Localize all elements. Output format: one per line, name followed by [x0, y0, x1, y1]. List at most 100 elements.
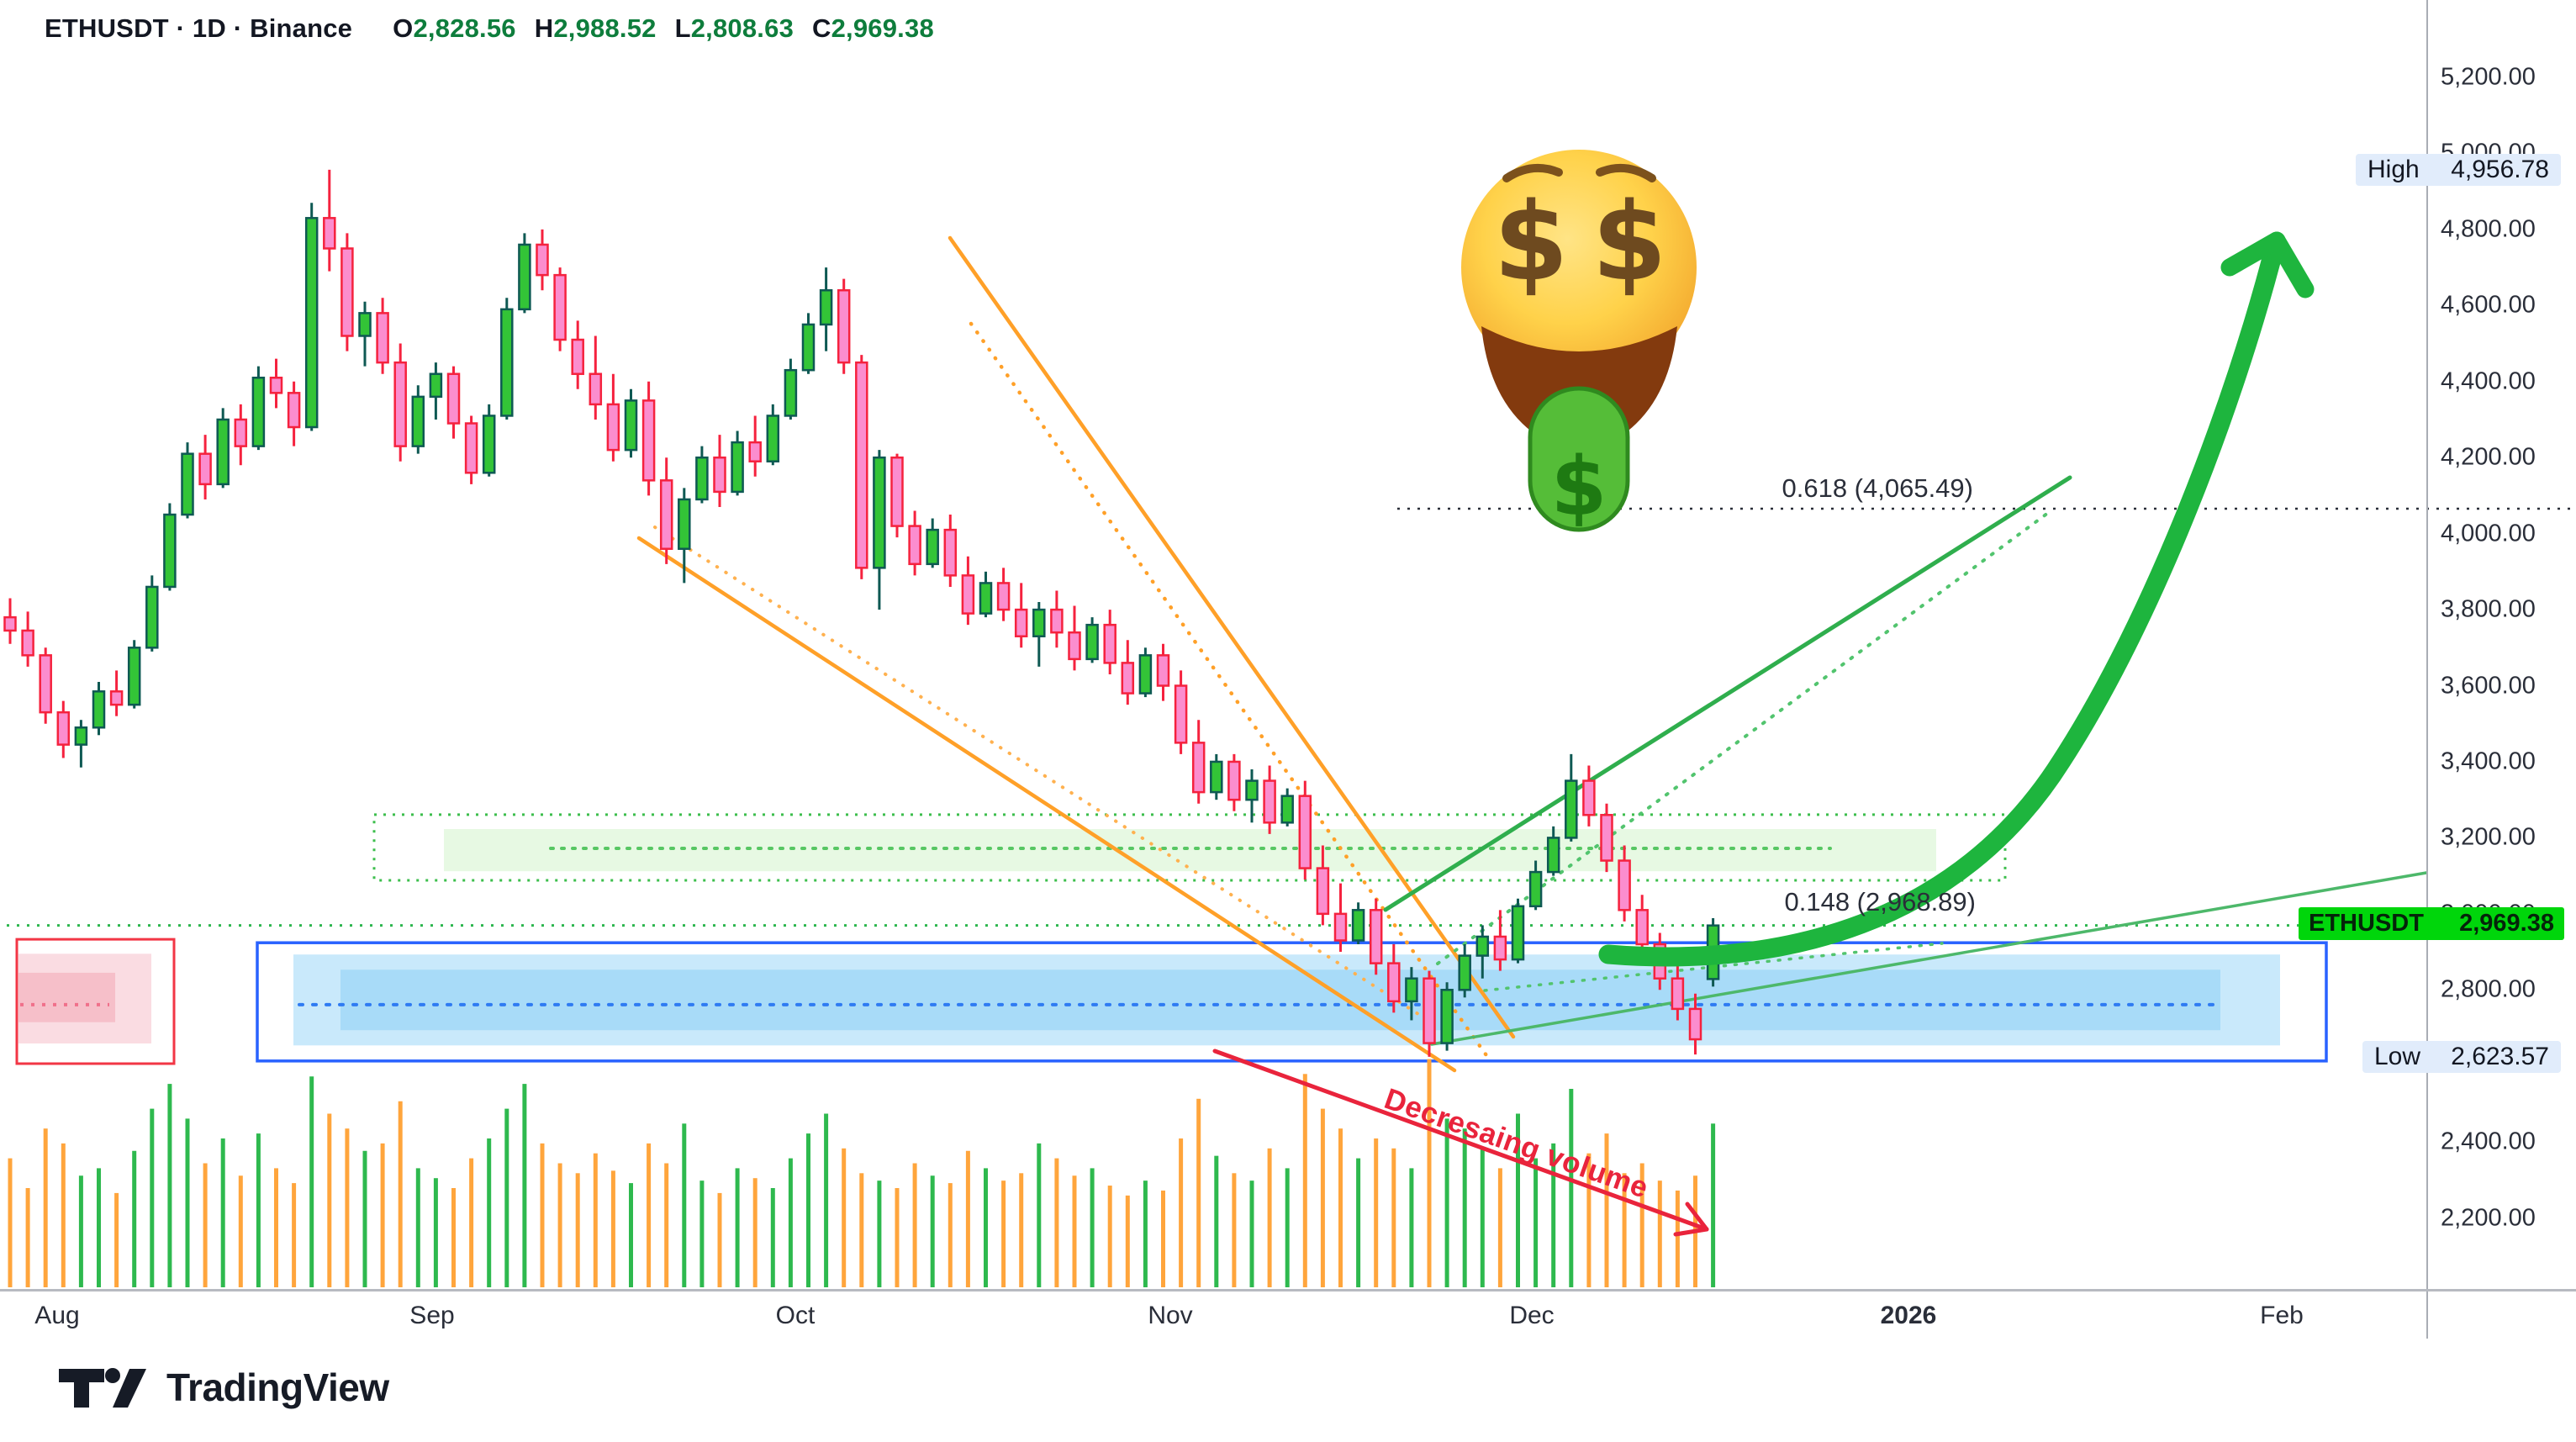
candle-up — [74, 726, 88, 746]
candle-down — [536, 243, 549, 277]
time-axis-divider — [0, 1289, 2576, 1291]
volume-bar — [877, 1181, 882, 1287]
time-label-Sep: Sep — [409, 1302, 455, 1329]
green-zone-box — [372, 813, 2007, 882]
candle-up — [92, 690, 106, 729]
candle-up — [216, 418, 230, 486]
candle-down — [996, 582, 1011, 611]
orange-channel-lower — [636, 536, 1457, 1073]
volume-bar — [362, 1150, 367, 1287]
candle-down — [589, 372, 603, 406]
volume-bar — [699, 1181, 705, 1287]
volume-bar — [1161, 1190, 1165, 1287]
candle-up — [1546, 837, 1560, 874]
symbol-header[interactable]: ETHUSDT · 1D · Binance O2,828.56 H2,988.52… — [45, 13, 934, 44]
green-uptrend-dotted — [1436, 511, 2050, 965]
volume-bar — [1657, 1181, 1662, 1287]
candle-down — [1014, 608, 1028, 637]
volume-bar — [770, 1188, 775, 1287]
candle-down — [21, 629, 34, 657]
volume-bar — [97, 1168, 101, 1287]
last-price-symbol: ETHUSDT — [2309, 910, 2424, 937]
volume-bar — [610, 1170, 615, 1287]
volume-bar — [114, 1192, 119, 1287]
close-value: 2,969.38 — [831, 13, 934, 43]
candle-down — [1600, 814, 1613, 862]
candle-down — [1174, 684, 1188, 744]
candle-down — [464, 422, 478, 474]
volume-bar — [1711, 1123, 1716, 1287]
volume-bar — [1072, 1175, 1077, 1287]
volume-bar — [1107, 1186, 1112, 1287]
candle-down — [1050, 608, 1064, 634]
volume-bar — [1285, 1168, 1290, 1287]
candlesticks — [3, 169, 1720, 1057]
volume-bar — [948, 1183, 953, 1287]
volume-bar — [1320, 1108, 1325, 1287]
range-high-badge: High 4,956.78 — [2356, 154, 2561, 186]
low-value: 2,808.63 — [690, 13, 794, 43]
price-axis-divider — [2426, 0, 2428, 1339]
candle-up — [801, 323, 816, 372]
green-support-line — [1430, 871, 2428, 1046]
volume-bar — [1480, 1148, 1485, 1287]
high-badge-label: High — [2367, 156, 2420, 183]
volume-bar — [1675, 1190, 1680, 1287]
fib-0148-label: 0.148 (2,968.89) — [1784, 887, 1976, 916]
candle-down — [1387, 962, 1401, 1003]
candle-up — [358, 312, 372, 337]
time-label-2026: 2026 — [1880, 1302, 1937, 1329]
candle-down — [1156, 654, 1170, 687]
volume-bar — [345, 1128, 350, 1287]
candle-down — [1263, 779, 1276, 824]
price-tick-4800: 4,800.00 — [2441, 215, 2536, 243]
candle-down — [323, 217, 336, 250]
price-tick-4600: 4,600.00 — [2441, 291, 2536, 319]
volume-bar — [788, 1158, 793, 1287]
candle-up — [784, 368, 798, 417]
volume-bar — [1090, 1168, 1095, 1287]
volume-bar — [433, 1178, 438, 1287]
candle-up — [500, 308, 514, 417]
candle-up — [181, 452, 194, 516]
high-value: 2,988.52 — [553, 13, 657, 43]
last-price-value: 2,969.38 — [2459, 910, 2554, 937]
volume-bar — [451, 1188, 456, 1287]
candle-up — [1475, 935, 1490, 957]
candle-down — [1423, 977, 1436, 1044]
candle-down — [890, 456, 904, 527]
volume-bar — [185, 1118, 190, 1287]
candle-up — [429, 372, 443, 399]
volume-bar — [1391, 1148, 1396, 1287]
candle-down — [1316, 867, 1330, 916]
volume-bar — [1019, 1173, 1024, 1287]
volume-bar — [1533, 1158, 1539, 1287]
symbol-title: ETHUSDT · 1D · Binance — [45, 13, 353, 43]
price-tick-2400: 2,400.00 — [2441, 1128, 2536, 1155]
orange-channel-upper-dotted — [969, 321, 1491, 1060]
candle-up — [127, 647, 141, 706]
volume-bar — [167, 1084, 172, 1287]
candle-down — [1582, 779, 1596, 816]
price-tick-4000: 4,000.00 — [2441, 520, 2536, 547]
price-tick-3400: 3,400.00 — [2441, 747, 2536, 775]
candle-down — [1671, 977, 1685, 1011]
key-levels — [7, 507, 2571, 927]
volume-bar — [292, 1183, 297, 1287]
candle-down — [234, 418, 248, 447]
volume-bar — [824, 1113, 829, 1287]
candle-down — [3, 615, 17, 632]
low-badge-label: Low — [2374, 1043, 2421, 1070]
time-label-Dec: Dec — [1509, 1302, 1555, 1329]
volume-bar — [1569, 1089, 1574, 1287]
candle-down — [1688, 1007, 1702, 1041]
candle-down — [393, 361, 407, 447]
candle-down — [376, 312, 389, 364]
price-tick-2200: 2,200.00 — [2441, 1204, 2536, 1232]
volume-bar — [895, 1188, 900, 1287]
support-resistance-zones — [15, 813, 2328, 1065]
candle-up — [1405, 977, 1418, 1003]
tradingview-logo[interactable]: TradingView — [57, 1362, 389, 1413]
